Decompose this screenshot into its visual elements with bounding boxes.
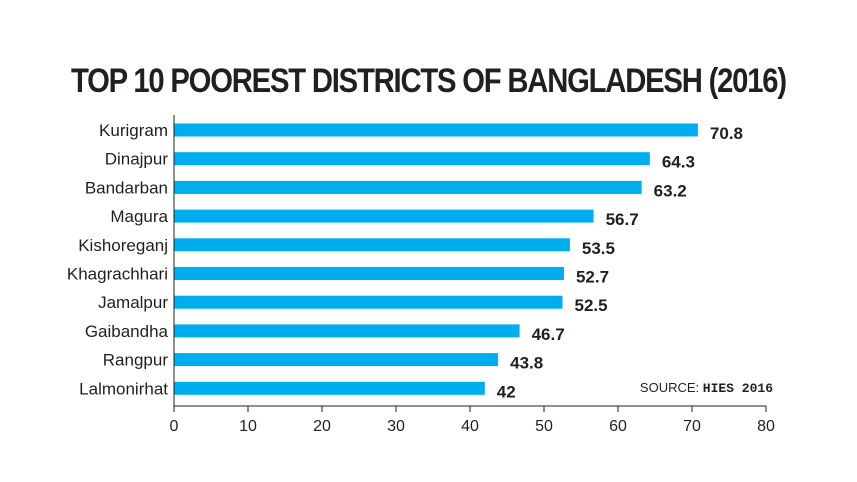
category-label-kurigram: Kurigram: [99, 121, 168, 140]
x-tick-label-30: 30: [387, 418, 405, 435]
value-label-jamalpur: 52.5: [575, 296, 608, 315]
x-tick-label-0: 0: [170, 418, 179, 435]
value-label-bandarban: 63.2: [654, 181, 687, 200]
value-label-rangpur: 43.8: [510, 354, 543, 373]
bar-jamalpur: [174, 295, 563, 309]
bar-gaibandha: [174, 324, 520, 338]
x-axis-ticks: 0 10 20 30 40 50 60 70 80: [170, 406, 775, 435]
category-label-magura: Magura: [110, 207, 168, 226]
category-label-khagrachhari: Khagrachhari: [67, 265, 168, 284]
bars-group: [174, 123, 698, 395]
category-labels: Kurigram Dinajpur Bandarban Magura Kishorega…: [67, 121, 169, 398]
x-tick-label-60: 60: [609, 418, 627, 435]
bar-dinajpur: [174, 152, 650, 166]
source-name: HIES 2016: [703, 381, 773, 396]
category-label-lalmonirhat: Lalmonirhat: [79, 379, 168, 398]
bar-rangpur: [174, 353, 499, 367]
x-tick-label-10: 10: [239, 418, 257, 435]
category-label-rangpur: Rangpur: [103, 351, 169, 370]
category-label-dinajpur: Dinajpur: [105, 150, 169, 169]
category-label-jamalpur: Jamalpur: [98, 293, 168, 312]
category-label-bandarban: Bandarban: [85, 178, 168, 197]
value-label-gaibandha: 46.7: [532, 325, 565, 344]
bar-bandarban: [174, 180, 642, 194]
bar-kurigram: [174, 123, 698, 137]
value-label-kurigram: 70.8: [710, 124, 743, 143]
bar-kishoreganj: [174, 238, 570, 252]
bar-khagrachhari: [174, 267, 564, 280]
source-prefix: SOURCE:: [640, 380, 699, 395]
bar-magura: [174, 209, 594, 223]
chart-title: TOP 10 POOREST DISTRICTS OF BANGLADESH (…: [70, 62, 787, 100]
value-label-khagrachhari: 52.7: [576, 268, 609, 287]
value-label-lalmonirhat: 42: [497, 382, 516, 401]
value-label-kishoreganj: 53.5: [582, 239, 615, 258]
x-tick-label-40: 40: [461, 418, 479, 435]
value-labels: 70.8 64.3 63.2 56.7 53.5 52.7 52.5 46.7 43.8 42: [497, 124, 743, 401]
source-note: SOURCE: HIES 2016: [640, 380, 773, 396]
category-label-gaibandha: Gaibandha: [85, 322, 169, 341]
x-tick-label-20: 20: [313, 418, 331, 435]
x-tick-label-80: 80: [757, 418, 775, 435]
bar-lalmonirhat: [174, 381, 485, 395]
value-label-dinajpur: 64.3: [662, 153, 695, 172]
value-label-magura: 56.7: [606, 210, 639, 229]
category-label-kishoreganj: Kishoreganj: [78, 236, 168, 255]
x-tick-label-50: 50: [535, 418, 553, 435]
x-tick-label-70: 70: [683, 418, 701, 435]
